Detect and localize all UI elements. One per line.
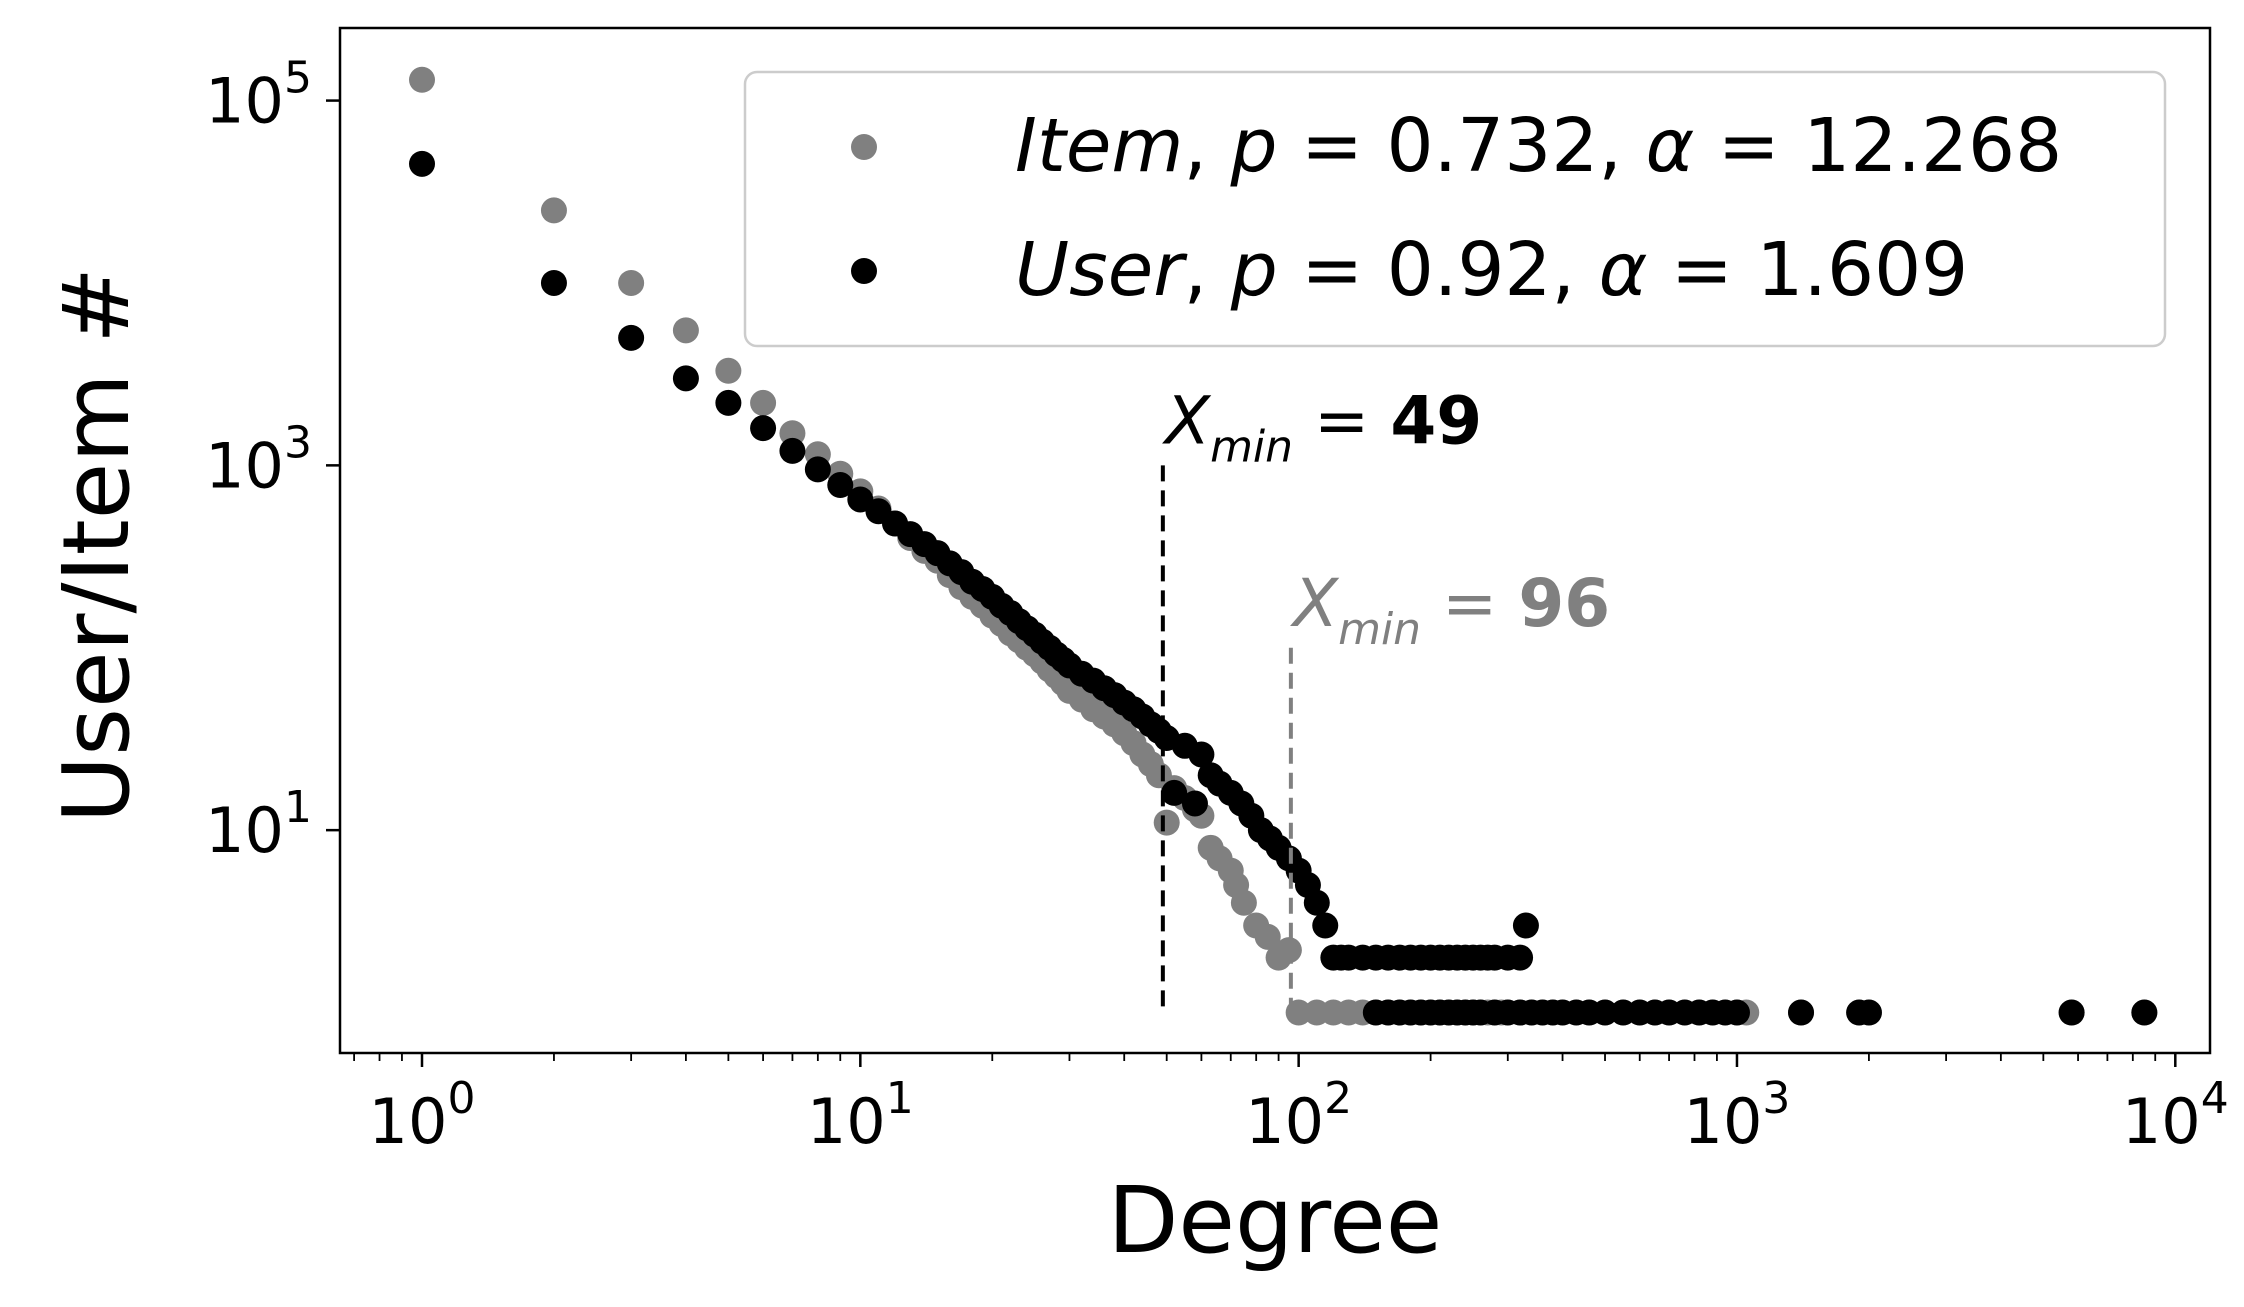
tick-exponent: 0 — [447, 1073, 475, 1124]
legend-frame — [743, 70, 2167, 348]
tick-base: 10 — [205, 429, 284, 502]
data-point — [1153, 809, 1180, 836]
legend-sep: , — [1598, 103, 1645, 189]
tick-base: 10 — [205, 794, 284, 867]
tick-base: 10 — [1245, 1085, 1324, 1158]
x-tick-label: 102 — [1245, 1073, 1352, 1158]
legend-alpha-value: = 12.268 — [1694, 103, 2062, 189]
xmin-annotation-label: Xmin = 96 — [1290, 565, 1610, 655]
legend-alpha-symbol: α — [1599, 227, 1648, 313]
data-point — [2131, 999, 2158, 1026]
tick-base: 10 — [807, 1085, 886, 1158]
data-point — [1303, 889, 1330, 916]
x-tick-label: 100 — [369, 1073, 476, 1158]
x-tick-label: 104 — [2122, 1073, 2229, 1158]
data-point — [1254, 923, 1281, 950]
legend-marker — [851, 258, 877, 284]
legend-label: Item, p = 0.732, α = 12.268 — [1015, 103, 2062, 189]
y-axis-label: User/Item # — [43, 267, 150, 823]
tick-base: 10 — [1684, 1085, 1763, 1158]
data-point — [750, 389, 777, 416]
data-point — [1507, 944, 1534, 971]
xmin-annotation-label: Xmin = 49 — [1162, 382, 1482, 472]
legend-p-symbol: p — [1230, 103, 1278, 189]
y-tick-label: 101 — [205, 782, 312, 867]
annot-value: 96 — [1518, 565, 1610, 642]
series-user — [409, 150, 2158, 1026]
legend-alpha-symbol: α — [1645, 103, 1694, 189]
legend-p-value: = 0.92 — [1278, 227, 1552, 313]
tick-exponent: 3 — [284, 417, 312, 468]
data-point — [540, 197, 567, 224]
legend-label: User, p = 0.92, α = 1.609 — [1015, 227, 1968, 313]
tick-base: 10 — [205, 65, 284, 138]
data-point — [672, 317, 699, 344]
legend-sep: , — [1552, 227, 1599, 313]
data-point — [715, 357, 742, 384]
tick-exponent: 5 — [284, 53, 312, 104]
data-point — [827, 472, 854, 499]
annot-subscript: min — [1210, 421, 1293, 472]
x-tick-label: 103 — [1684, 1073, 1791, 1158]
data-point — [750, 415, 777, 442]
legend: Item, p = 0.732, α = 12.268 User, p = 0.9… — [743, 70, 2167, 348]
data-point — [1788, 999, 1815, 1026]
data-point — [1312, 912, 1339, 939]
data-point — [804, 456, 831, 483]
tick-exponent: 4 — [2201, 1073, 2229, 1124]
tick-exponent: 2 — [1324, 1073, 1352, 1124]
data-point — [1512, 912, 1539, 939]
annot-value: 49 — [1390, 382, 1482, 459]
y-tick-label: 105 — [205, 53, 312, 138]
data-point — [618, 324, 645, 351]
legend-p-symbol: p — [1230, 227, 1278, 313]
data-point — [1188, 741, 1215, 768]
data-point — [1181, 790, 1208, 817]
data-point — [715, 389, 742, 416]
x-axis-label: Degree — [1108, 1167, 1443, 1274]
legend-series-name: Item — [1015, 103, 1183, 189]
annot-equals: = — [1293, 382, 1390, 459]
legend-sep: , — [1184, 227, 1231, 313]
legend-marker — [851, 134, 877, 160]
data-point — [2058, 999, 2085, 1026]
annot-symbol: X — [1162, 382, 1212, 459]
legend-sep: , — [1183, 103, 1230, 189]
tick-exponent: 1 — [284, 782, 312, 833]
data-point — [1230, 889, 1257, 916]
data-point — [1855, 999, 1882, 1026]
data-point — [618, 269, 645, 296]
annot-subscript: min — [1338, 604, 1421, 655]
legend-p-value: = 0.732 — [1277, 103, 1598, 189]
data-point — [1592, 999, 1619, 1026]
data-point — [1161, 779, 1188, 806]
data-point — [1723, 999, 1750, 1026]
annot-symbol: X — [1290, 565, 1340, 642]
y-tick-label: 103 — [205, 417, 312, 502]
legend-series-name: User — [1015, 227, 1188, 313]
legend-entries: Item, p = 0.732, α = 12.268 User, p = 0.9… — [851, 103, 2062, 313]
plot-frame — [338, 26, 2212, 1055]
legend-alpha-value: = 1.609 — [1647, 227, 1968, 313]
data-point — [409, 66, 436, 93]
tick-exponent: 3 — [1762, 1073, 1790, 1124]
tick-exponent: 1 — [886, 1073, 914, 1124]
data-point — [409, 150, 436, 177]
data-point — [672, 365, 699, 392]
tick-base: 10 — [2122, 1085, 2201, 1158]
marks-layer — [409, 66, 2158, 1026]
data-point — [779, 437, 806, 464]
data-point — [540, 269, 567, 296]
x-tick-label: 101 — [807, 1073, 914, 1158]
tick-base: 10 — [369, 1085, 448, 1158]
annot-equals: = — [1421, 565, 1518, 642]
